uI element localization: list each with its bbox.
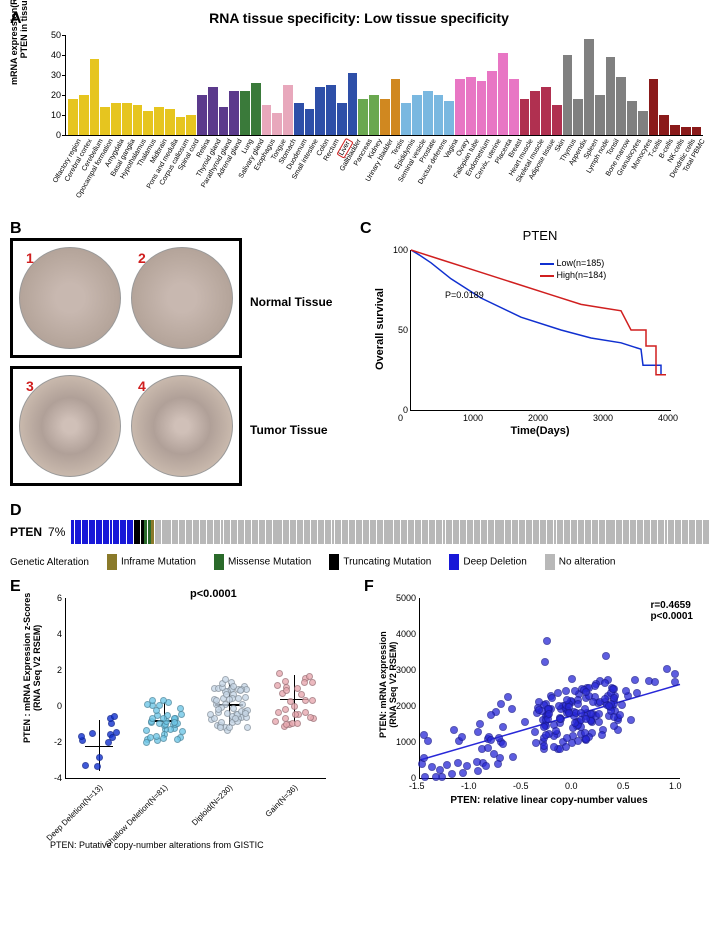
- tumor-tissue-box: 3 4: [10, 366, 242, 486]
- panel-d-label: D: [10, 502, 708, 520]
- legend-text: Inframe Mutation: [121, 557, 196, 568]
- oncoprint: PTEN 7%: [10, 520, 708, 544]
- row-bc: B 1 2 Normal Tissue 3 4 Tumor Tissue C P…: [10, 220, 708, 494]
- panel-c-xlabel: Time(Days): [410, 425, 670, 437]
- missense-swatch: [214, 554, 224, 570]
- tissue-sample-1: 1: [19, 247, 121, 349]
- legend-text: Deep Deletion: [463, 557, 526, 568]
- normal-tissue-label: Normal Tissue: [250, 295, 332, 309]
- panel-c-title: PTEN: [410, 228, 670, 243]
- panel-b: B 1 2 Normal Tissue 3 4 Tumor Tissue: [10, 220, 350, 494]
- panel-e-ylabel: PTEN : mRNA Expression z-Scores(RNA Seq …: [22, 593, 42, 743]
- panel-f: F r=0.4659 p<0.0001 PTEN: mRNA expressio…: [364, 578, 708, 858]
- sample-num: 4: [138, 378, 146, 394]
- legend-truncating: Truncating Mutation: [329, 554, 431, 570]
- panel-c-ylabel: Overall survival: [374, 288, 386, 370]
- panel-f-xlabel: PTEN: relative linear copy-number values: [419, 795, 679, 806]
- legend-high-swatch: [540, 275, 554, 277]
- legend-low-text: Low(n=185): [557, 258, 605, 268]
- panel-e-plot: [65, 598, 326, 779]
- panel-f-label: F: [364, 578, 374, 596]
- truncating-swatch: [329, 554, 339, 570]
- legend-high-text: High(n=184): [557, 270, 607, 280]
- panel-d: D PTEN 7% Genetic Alteration Inframe Mut…: [10, 502, 708, 570]
- legend-low-swatch: [540, 263, 554, 265]
- panel-c-label: C: [360, 220, 372, 238]
- legend-inframe: Inframe Mutation: [107, 554, 196, 570]
- legend-text: Truncating Mutation: [343, 557, 431, 568]
- panel-e: E p<0.0001 PTEN : mRNA Expression z-Scor…: [10, 578, 354, 858]
- legend-none: No alteration: [545, 554, 616, 570]
- panel-c: C PTEN Overall survival Time(Days) 05010…: [360, 220, 708, 460]
- gene-name: PTEN: [10, 525, 42, 539]
- tissue-sample-4: 4: [131, 375, 233, 477]
- panel-f-plot: [419, 598, 680, 779]
- panel-a: A RNA tissue specificity: Low tissue spe…: [10, 10, 708, 210]
- tissue-sample-3: 3: [19, 375, 121, 477]
- legend-deepdel: Deep Deletion: [449, 554, 526, 570]
- gene-pct: 7%: [48, 525, 65, 539]
- legend-low: Low(n=185): [540, 258, 604, 268]
- sample-num: 2: [138, 250, 146, 266]
- tissue-sample-2: 2: [131, 247, 233, 349]
- tumor-tissue-label: Tumor Tissue: [250, 423, 328, 437]
- panel-a-chart: [65, 35, 703, 136]
- panel-a-ylabel: mRNA expression(RNAseq):PTEN in tissues: [10, 0, 30, 85]
- panel-a-title: RNA tissue specificity: Low tissue speci…: [10, 10, 708, 26]
- tumor-tissue-row: 3 4 Tumor Tissue: [10, 366, 350, 494]
- oncoprint-bars: [71, 520, 708, 544]
- legend-text: Missense Mutation: [228, 557, 311, 568]
- low-curve: [411, 250, 661, 375]
- sample-num: 3: [26, 378, 34, 394]
- panel-f-ylabel: PTEN: mRNA expression(RNA Seq V2 RSEM): [378, 631, 398, 738]
- legend-high: High(n=184): [540, 270, 606, 280]
- sample-num: 1: [26, 250, 34, 266]
- figure: A RNA tissue specificity: Low tissue spe…: [10, 10, 708, 858]
- inframe-swatch: [107, 554, 117, 570]
- panel-b-label: B: [10, 220, 350, 238]
- panel-e-footnote: PTEN: Putative copy-number alterations f…: [50, 840, 264, 850]
- legend-missense: Missense Mutation: [214, 554, 311, 570]
- none-swatch: [545, 554, 555, 570]
- high-curve: [411, 250, 666, 375]
- normal-tissue-box: 1 2: [10, 238, 242, 358]
- normal-tissue-row: 1 2 Normal Tissue: [10, 238, 350, 366]
- legend-title: Genetic Alteration: [10, 557, 89, 568]
- deepdel-swatch: [449, 554, 459, 570]
- row-ef: E p<0.0001 PTEN : mRNA Expression z-Scor…: [10, 578, 708, 858]
- scatter-svg: [420, 598, 680, 778]
- panel-c-pvalue: P=0.0189: [445, 290, 484, 300]
- legend-text: No alteration: [559, 557, 616, 568]
- panel-e-label: E: [10, 578, 21, 596]
- panel-d-legend: Genetic Alteration Inframe Mutation Miss…: [10, 554, 708, 570]
